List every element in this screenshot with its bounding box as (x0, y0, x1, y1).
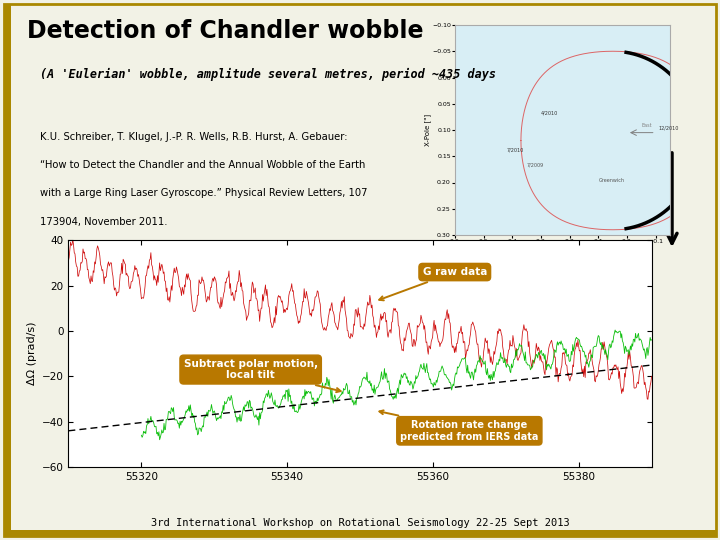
Text: East: East (642, 123, 652, 129)
Text: Rotation rate change
predicted from IERS data: Rotation rate change predicted from IERS… (379, 410, 539, 442)
Text: 4/2010: 4/2010 (541, 110, 558, 115)
Text: Greenwich: Greenwich (598, 179, 624, 184)
Text: Detection of Chandler wobble: Detection of Chandler wobble (27, 19, 424, 43)
Text: “How to Detect the Chandler and the Annual Wobble of the Earth: “How to Detect the Chandler and the Annu… (40, 160, 365, 171)
Text: (A 'Eulerian' wobble, amplitude several metres, period ~435 days: (A 'Eulerian' wobble, amplitude several … (40, 68, 495, 80)
Text: Subtract polar motion,
local tilt: Subtract polar motion, local tilt (184, 359, 341, 392)
Text: 173904, November 2011.: 173904, November 2011. (40, 217, 167, 227)
Text: 7/2009: 7/2009 (526, 163, 544, 168)
Text: G raw data: G raw data (379, 267, 487, 300)
Text: 12/2010: 12/2010 (658, 126, 679, 131)
X-axis label: Y- Pole ["]: Y- Pole ["] (546, 246, 579, 252)
Text: 3rd International Workshop on Rotational Seismology 22-25 Sept 2013: 3rd International Workshop on Rotational… (150, 518, 570, 529)
Y-axis label: X-Pole ["]: X-Pole ["] (424, 114, 431, 146)
Text: K.U. Schreiber, T. Klugel, J.-P. R. Wells, R.B. Hurst, A. Gebauer:: K.U. Schreiber, T. Klugel, J.-P. R. Well… (40, 132, 347, 143)
Y-axis label: ΔΩ (prad/s): ΔΩ (prad/s) (27, 322, 37, 386)
Text: 7/2010: 7/2010 (507, 147, 524, 152)
Bar (4, 530, 716, 536)
Text: with a Large Ring Laser Gyroscope.” Physical Review Letters, 107: with a Large Ring Laser Gyroscope.” Phys… (40, 188, 367, 199)
Bar (4, 4, 11, 536)
